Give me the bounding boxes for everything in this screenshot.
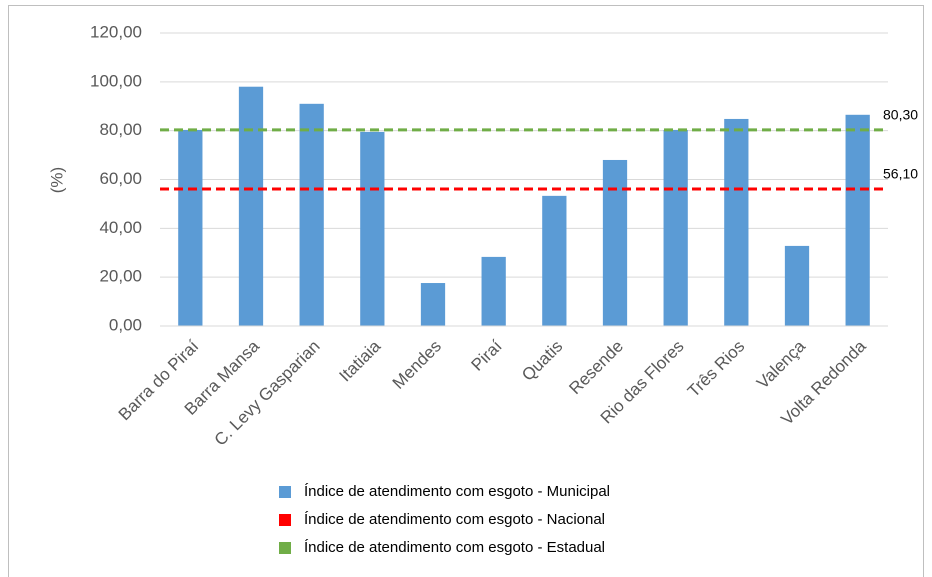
bar: [238, 86, 264, 326]
chart-frame: [8, 5, 924, 577]
y-tick-label: 80,00: [99, 120, 142, 139]
legend-label: Índice de atendimento com esgoto - Estad…: [304, 539, 605, 556]
y-tick-label: 100,00: [90, 71, 142, 90]
y-axis-label: (%): [47, 167, 66, 193]
legend-label: Índice de atendimento com esgoto - Nacio…: [304, 511, 605, 528]
bar: [542, 195, 567, 326]
bar: [784, 245, 810, 326]
bar: [724, 118, 749, 327]
y-tick-label: 40,00: [99, 218, 142, 237]
bar: [178, 129, 203, 326]
bar: [602, 159, 628, 326]
y-tick-label: 60,00: [99, 169, 142, 188]
reference-label: 56,10: [883, 166, 918, 182]
y-tick-label: 20,00: [99, 267, 142, 286]
bar: [845, 114, 870, 326]
legend-swatch: [279, 542, 291, 554]
bar: [299, 103, 324, 326]
legend-swatch: [279, 514, 291, 526]
bar: [360, 131, 385, 326]
y-tick-label: 120,00: [90, 22, 142, 41]
y-tick-label: 0,00: [109, 315, 142, 334]
bar: [420, 283, 446, 326]
legend-swatch: [279, 486, 291, 498]
bar: [481, 256, 506, 326]
bar: [663, 129, 688, 326]
legend-label: Índice de atendimento com esgoto - Munic…: [304, 483, 610, 500]
reference-label: 80,30: [883, 107, 918, 123]
